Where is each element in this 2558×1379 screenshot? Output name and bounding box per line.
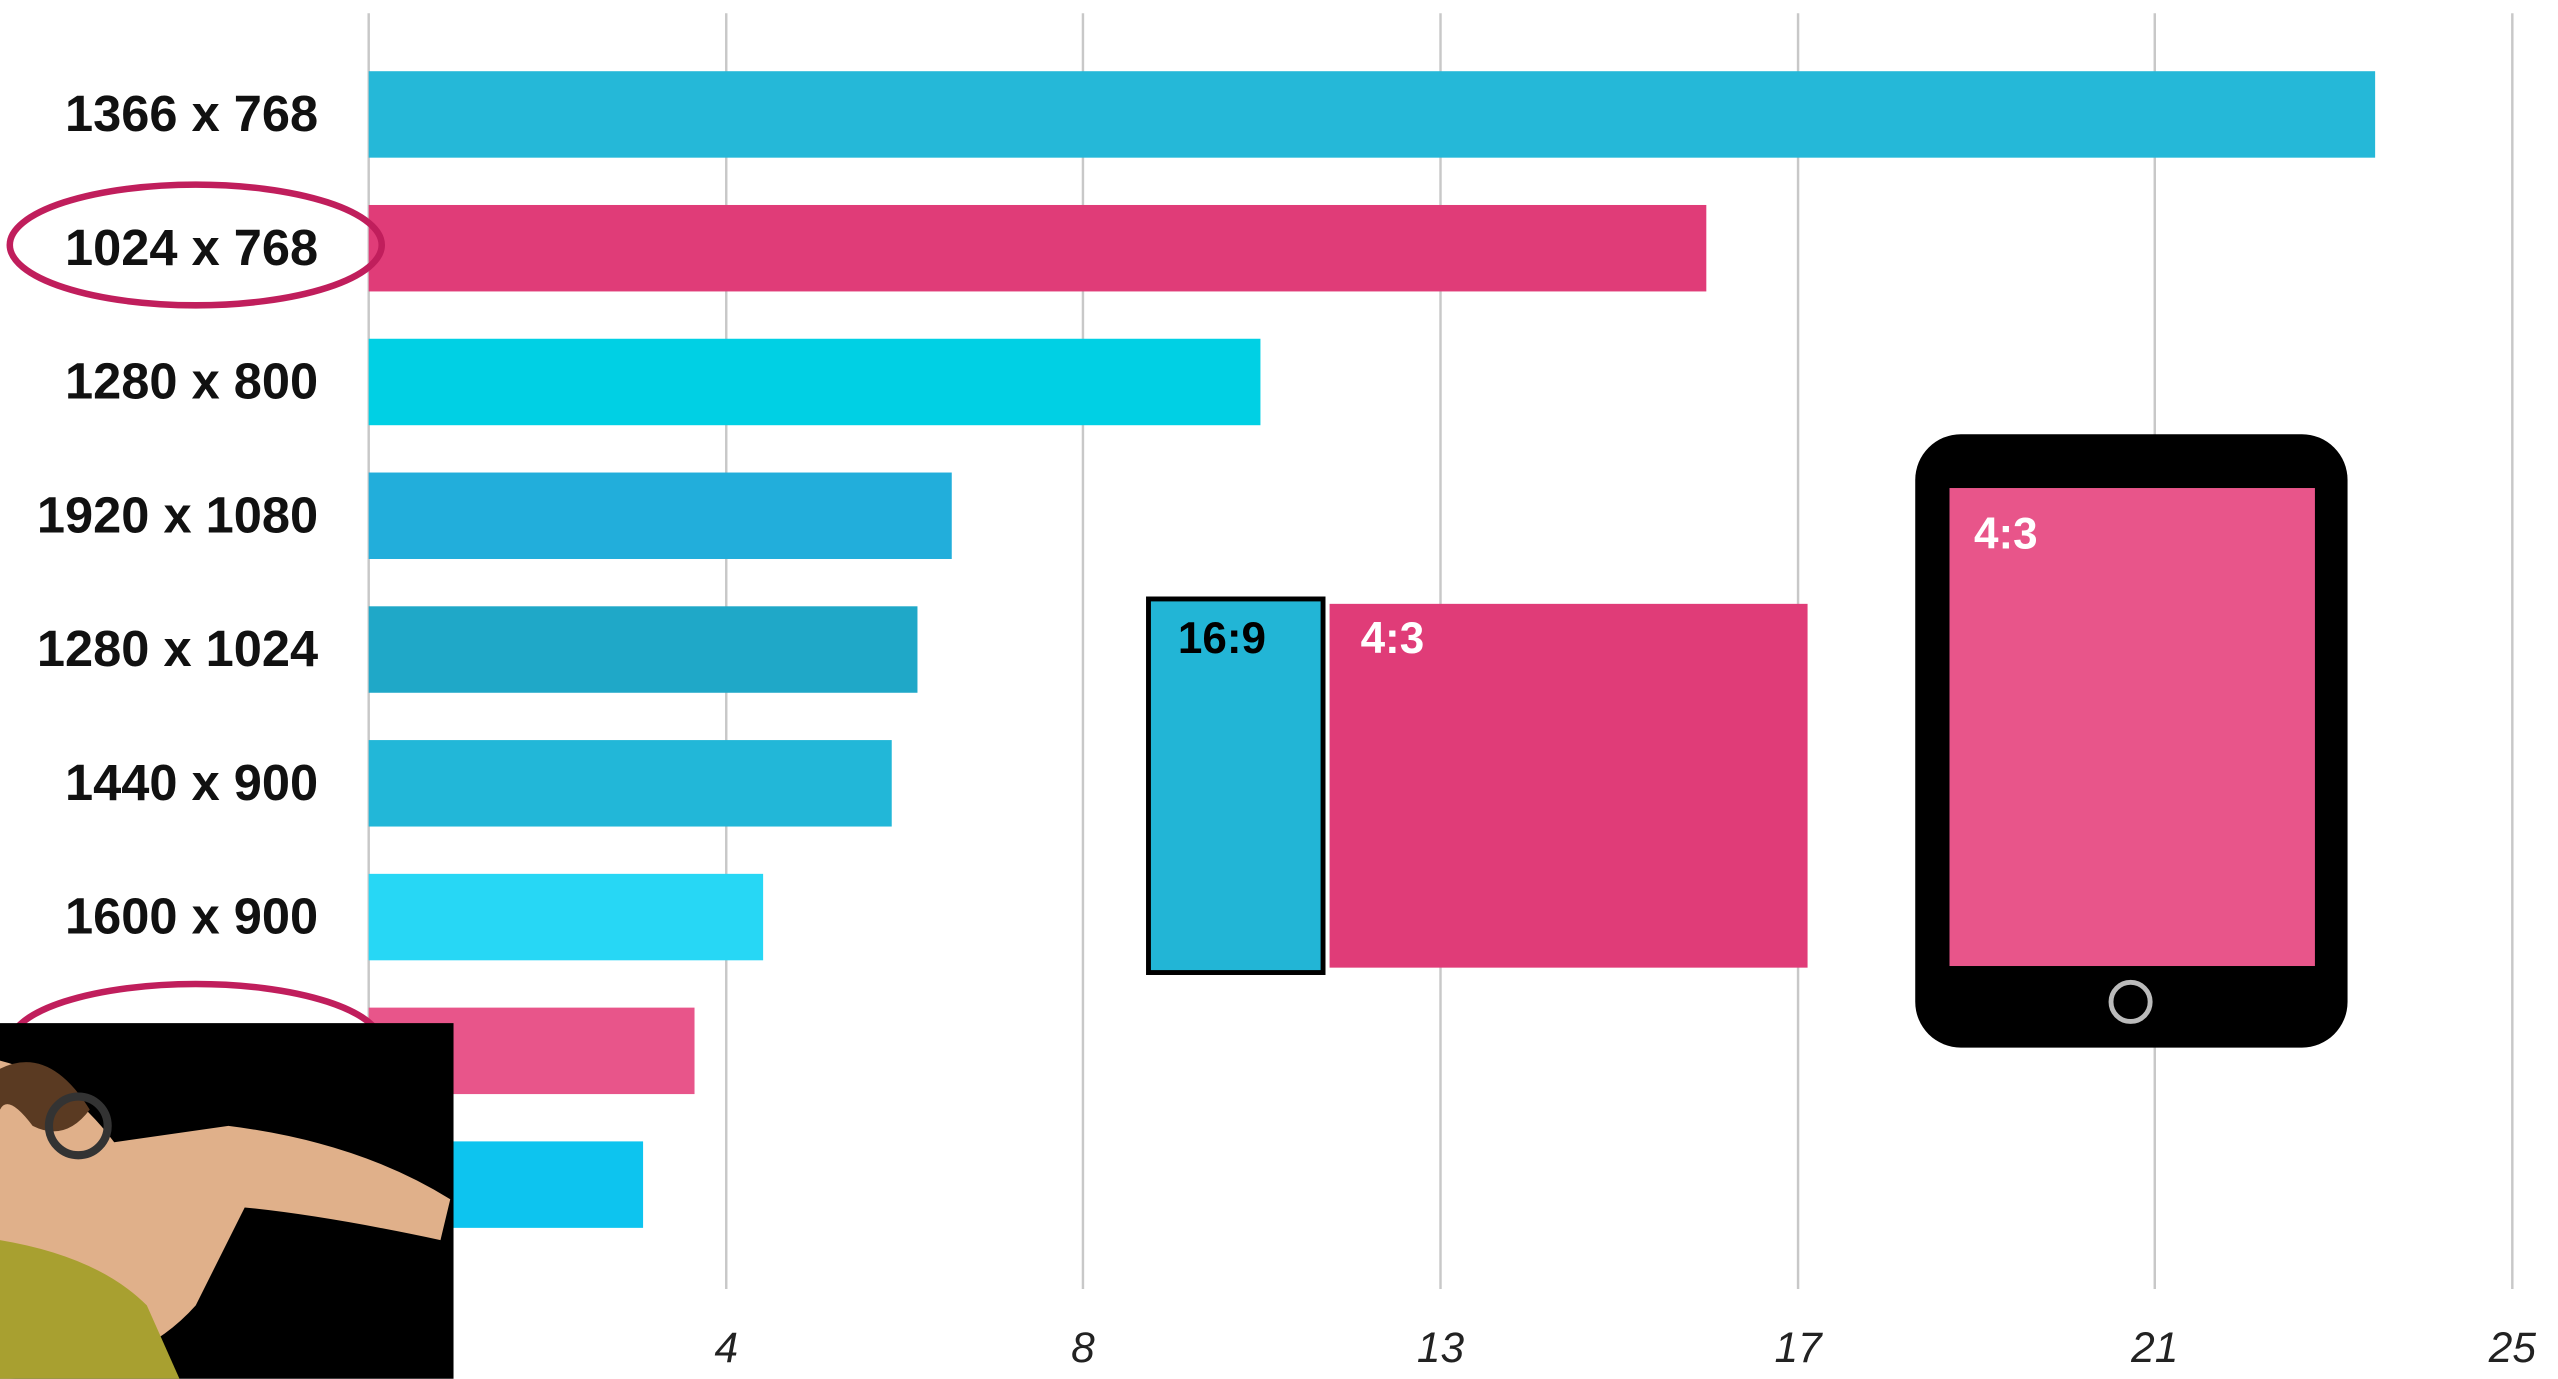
- annotation: 4:3: [1974, 510, 2038, 559]
- y-tick-label: 1366 x 768: [65, 85, 318, 142]
- y-tick-label: 1280 x 1024: [37, 620, 318, 677]
- y-tick-label: 1280 x 800: [65, 353, 318, 410]
- bar: [369, 606, 918, 692]
- bar: [369, 740, 892, 826]
- x-tick-label: 17: [1774, 1324, 1823, 1371]
- chart: 4 8 13 17 21 25 1366 x 768 1024 x 768 1280 x 800…: [0, 0, 2558, 1379]
- y-tick-label: 1440 x 900: [65, 754, 318, 811]
- y-tick-label: 1920 x 1080: [37, 486, 318, 543]
- x-tick-label: 25: [2488, 1324, 2537, 1371]
- x-tick-label: 8: [1071, 1324, 1095, 1371]
- aspect-ratio-boxes: 16:9 4:3: [1148, 599, 1807, 973]
- annotation: 4:3: [1361, 614, 1425, 663]
- photo: [0, 1023, 454, 1379]
- y-tick-label: 1600 x 900: [65, 888, 318, 945]
- tablet: 4:3: [1915, 434, 2347, 1047]
- x-tick-label: 13: [1417, 1324, 1465, 1371]
- bar: [369, 71, 2375, 157]
- x-tick-label: 21: [2130, 1324, 2178, 1371]
- y-tick-label: 1024 x 768: [65, 219, 318, 276]
- annotation: 16:9: [1178, 614, 1266, 663]
- bar: [369, 339, 1261, 425]
- bar: [369, 205, 1707, 291]
- bar: [369, 473, 952, 559]
- page: {"chart_data": { "type": "bar", "orienta…: [0, 0, 2558, 1379]
- x-tick-label: 4: [714, 1324, 738, 1371]
- bar: [369, 874, 763, 960]
